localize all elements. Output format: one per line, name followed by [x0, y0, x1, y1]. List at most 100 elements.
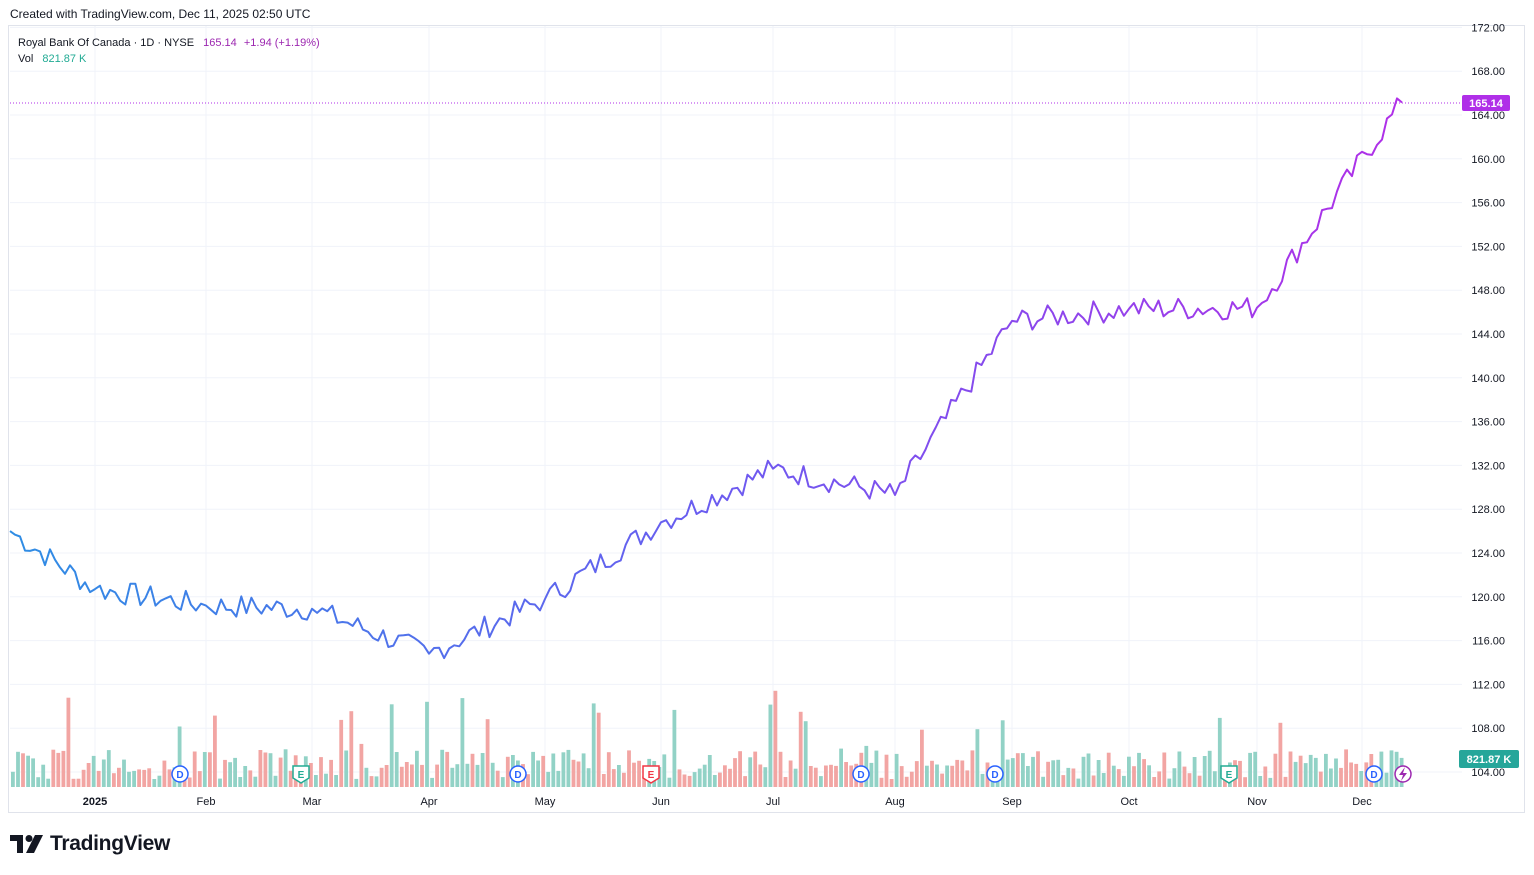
- volume-bar: [1298, 755, 1303, 787]
- dividend-marker-icon[interactable]: D: [986, 765, 1004, 783]
- volume-bar: [349, 711, 354, 787]
- volume-bar: [632, 762, 636, 787]
- earnings-marker-icon[interactable]: E: [292, 765, 310, 784]
- volume-bar: [1051, 760, 1056, 787]
- volume-bar: [677, 769, 682, 787]
- price-tick-label: 104.00: [1471, 767, 1505, 779]
- volume-bar: [591, 703, 596, 787]
- volume-bar: [768, 704, 773, 787]
- volume-bar: [31, 758, 35, 787]
- volume-bar: [1354, 763, 1359, 787]
- event-marker-label: D: [1370, 770, 1377, 781]
- earnings-marker-icon[interactable]: E: [1220, 765, 1238, 784]
- volume-bar: [440, 749, 445, 787]
- dividend-marker-icon[interactable]: D: [509, 765, 527, 783]
- volume-bar: [16, 751, 20, 787]
- created-caption: Created with TradingView.com, Dec 11, 20…: [10, 7, 311, 21]
- volume-bar: [359, 743, 364, 787]
- volume-bar: [1106, 752, 1111, 787]
- volume-badge-text: 821.87 K: [1467, 754, 1512, 766]
- price-tick-label: 156.00: [1471, 198, 1505, 210]
- price-axis[interactable]: 104.00 108.00 112.00 116.00 120.00 124.00 128.…: [1471, 22, 1505, 779]
- volume-bar: [208, 752, 212, 787]
- volume-bar: [1076, 778, 1081, 787]
- volume-bar: [106, 750, 111, 787]
- price-tick-label: 140.00: [1471, 373, 1505, 385]
- time-axis[interactable]: 2025 Feb Mar Apr May Jun Jul Aug Sep Oct Nov Dec: [83, 796, 1373, 808]
- volume-bar: [738, 751, 742, 787]
- volume-bar: [81, 769, 86, 787]
- price-change: +1.94 (+1.19%): [243, 37, 320, 49]
- volume-bar: [445, 751, 450, 787]
- event-marker-label: E: [1226, 770, 1233, 781]
- volume-bar: [420, 764, 424, 787]
- volume-bar: [1182, 766, 1187, 787]
- volume-bar: [1046, 761, 1050, 787]
- volume-bar: [319, 757, 323, 787]
- volume-bar: [920, 729, 924, 787]
- volume-bar: [546, 771, 551, 787]
- volume-bar: [1036, 751, 1040, 787]
- volume-bar: [728, 768, 732, 787]
- event-marker-label: D: [514, 770, 521, 781]
- volume-bar: [1162, 752, 1167, 787]
- volume-bar: [1334, 758, 1338, 787]
- volume-bar: [1031, 756, 1035, 787]
- volume-bar: [475, 764, 480, 787]
- volume-bar: [36, 777, 41, 787]
- dividend-marker-icon[interactable]: D: [171, 765, 189, 783]
- volume-bar: [1015, 753, 1020, 787]
- volume-bar: [1101, 773, 1106, 787]
- volume-bar: [682, 774, 687, 787]
- time-tick-label: Dec: [1352, 796, 1372, 808]
- dividend-marker-icon[interactable]: D: [852, 765, 870, 783]
- earnings-marker-icon[interactable]: E: [642, 765, 660, 784]
- volume-bar: [712, 775, 717, 787]
- time-tick-label: May: [535, 796, 556, 808]
- price-tick-label: 128.00: [1471, 504, 1505, 516]
- volume-bar: [1111, 765, 1116, 787]
- price-tick-label: 124.00: [1471, 548, 1505, 560]
- volume-bar: [122, 759, 126, 787]
- volume-bar: [556, 770, 561, 787]
- volume-bar: [965, 770, 970, 787]
- volume-bar: [753, 751, 758, 787]
- lightning-event-icon[interactable]: [1394, 765, 1412, 783]
- volume-bar: [783, 777, 788, 787]
- volume-bar: [1132, 766, 1136, 787]
- time-tick-label: Aug: [885, 796, 905, 808]
- volume-bar: [243, 766, 248, 787]
- volume-bar: [526, 774, 530, 787]
- volume-bar: [112, 773, 116, 787]
- volume-bar: [1293, 761, 1298, 787]
- volume-bar: [894, 753, 899, 787]
- volume-bar: [283, 749, 288, 787]
- volume-bar: [622, 772, 626, 787]
- volume-bar: [329, 759, 333, 787]
- volume-bar: [1061, 775, 1066, 787]
- volume-bar: [142, 769, 147, 787]
- volume-bar: [1000, 720, 1005, 787]
- price-tick-label: 136.00: [1471, 417, 1505, 429]
- volume-bar: [571, 759, 576, 787]
- dividend-marker-icon[interactable]: D: [1365, 765, 1383, 783]
- volume-bar: [495, 770, 500, 787]
- symbol-label[interactable]: Royal Bank Of Canada · 1D · NYSE: [18, 37, 195, 49]
- volume-bar: [935, 764, 939, 787]
- volume-bar: [197, 771, 202, 787]
- volume-bar: [500, 777, 505, 787]
- volume-bar: [1177, 751, 1182, 787]
- chart-frame: [8, 25, 1525, 813]
- volume-bar: [798, 711, 803, 787]
- volume-bar: [480, 753, 485, 787]
- volume-bar: [1172, 768, 1177, 787]
- volume-bar: [1056, 759, 1061, 787]
- volume-bar: [278, 757, 283, 787]
- volume-bar: [970, 750, 975, 787]
- volume-bar: [899, 766, 904, 787]
- tradingview-logo[interactable]: TradingView: [10, 832, 170, 856]
- volume-label[interactable]: Vol: [18, 53, 34, 65]
- volume-bar: [344, 750, 349, 787]
